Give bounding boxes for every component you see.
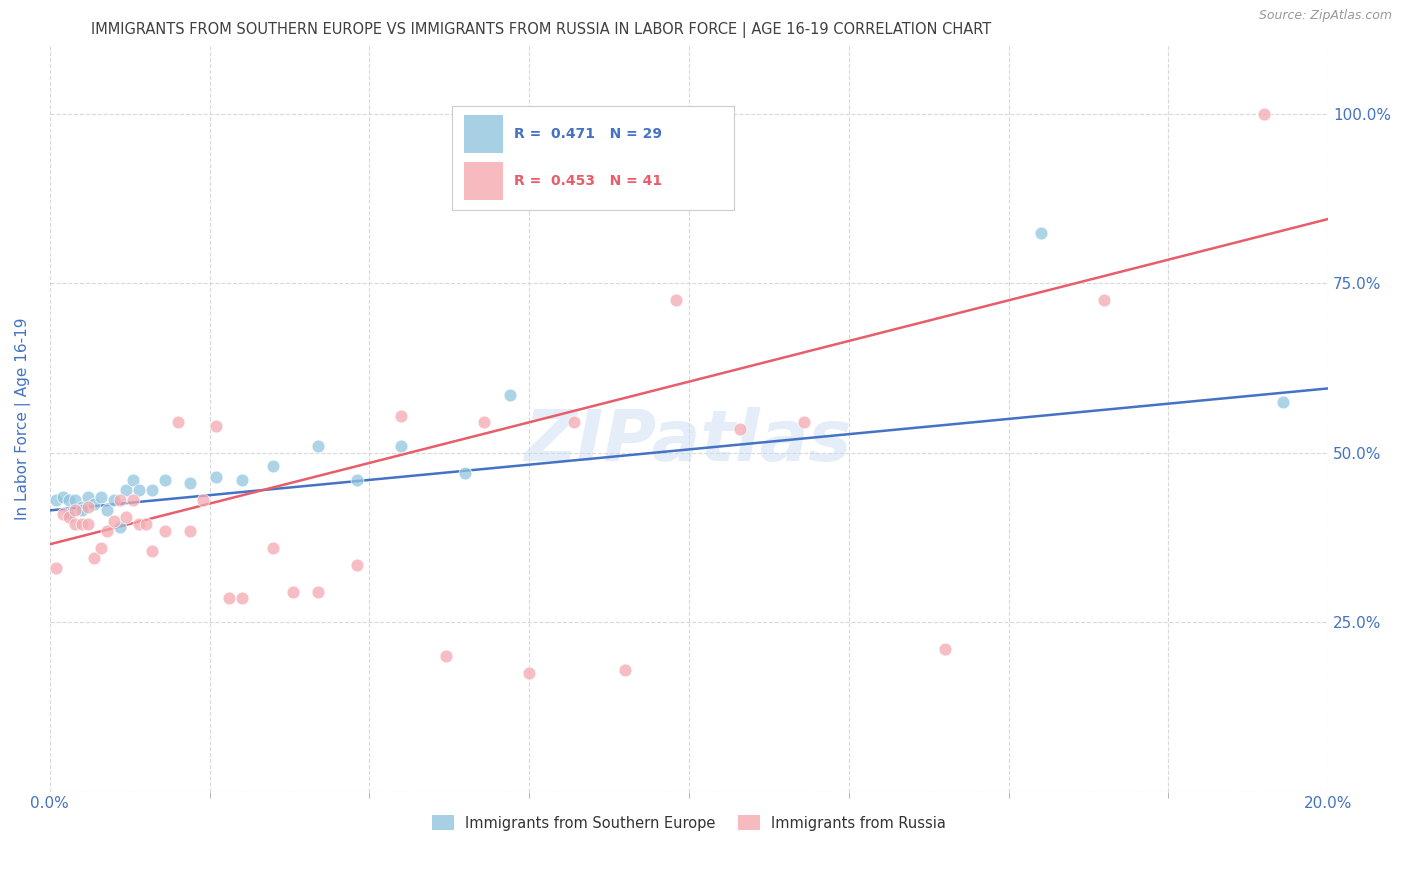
Point	[103, 493, 125, 508]
Point	[517, 666, 540, 681]
Point	[793, 415, 815, 429]
Point	[346, 558, 368, 572]
Text: ZIPatlas: ZIPatlas	[526, 407, 852, 475]
Point	[115, 510, 138, 524]
Point	[205, 469, 228, 483]
Point	[191, 493, 214, 508]
Point	[77, 500, 100, 514]
Point	[218, 591, 240, 606]
Point	[389, 409, 412, 423]
Point	[454, 466, 477, 480]
Point	[77, 490, 100, 504]
Text: IMMIGRANTS FROM SOUTHERN EUROPE VS IMMIGRANTS FROM RUSSIA IN LABOR FORCE | AGE 1: IMMIGRANTS FROM SOUTHERN EUROPE VS IMMIG…	[91, 22, 991, 38]
Y-axis label: In Labor Force | Age 16-19: In Labor Force | Age 16-19	[15, 318, 31, 520]
Point	[65, 493, 87, 508]
Point	[51, 490, 73, 504]
Point	[179, 524, 201, 538]
Point	[1272, 395, 1295, 409]
Point	[128, 516, 150, 531]
Point	[665, 293, 688, 308]
Point	[499, 388, 522, 402]
Point	[179, 476, 201, 491]
Point	[121, 493, 143, 508]
Point	[141, 483, 163, 497]
Point	[90, 490, 112, 504]
Point	[83, 497, 105, 511]
Point	[77, 516, 100, 531]
Point	[65, 516, 87, 531]
Point	[121, 473, 143, 487]
Point	[103, 514, 125, 528]
Point	[141, 544, 163, 558]
Point	[45, 493, 67, 508]
Point	[474, 415, 496, 429]
Point	[58, 510, 80, 524]
Point	[307, 584, 329, 599]
Point	[115, 483, 138, 497]
Point	[614, 663, 637, 677]
Point	[231, 473, 253, 487]
Point	[346, 473, 368, 487]
Point	[128, 483, 150, 497]
Point	[108, 520, 131, 534]
Point	[263, 541, 285, 555]
Point	[70, 503, 93, 517]
Point	[90, 541, 112, 555]
Point	[96, 503, 118, 517]
Point	[153, 473, 176, 487]
Point	[70, 500, 93, 514]
Point	[108, 493, 131, 508]
Point	[934, 642, 956, 657]
Point	[96, 524, 118, 538]
Point	[45, 561, 67, 575]
Point	[135, 516, 157, 531]
Point	[307, 439, 329, 453]
Point	[153, 524, 176, 538]
Point	[1094, 293, 1116, 308]
Point	[263, 459, 285, 474]
Point	[728, 422, 751, 436]
Point	[58, 493, 80, 508]
Point	[231, 591, 253, 606]
Text: Source: ZipAtlas.com: Source: ZipAtlas.com	[1258, 9, 1392, 22]
Point	[58, 507, 80, 521]
Point	[83, 550, 105, 565]
Point	[65, 503, 87, 517]
Point	[281, 584, 304, 599]
Legend: Immigrants from Southern Europe, Immigrants from Russia: Immigrants from Southern Europe, Immigra…	[426, 809, 952, 837]
Point	[51, 507, 73, 521]
Point	[389, 439, 412, 453]
Point	[70, 516, 93, 531]
Point	[434, 649, 457, 664]
Point	[562, 415, 585, 429]
Point	[1029, 226, 1052, 240]
Point	[1253, 107, 1275, 121]
Point	[205, 418, 228, 433]
Point	[166, 415, 188, 429]
